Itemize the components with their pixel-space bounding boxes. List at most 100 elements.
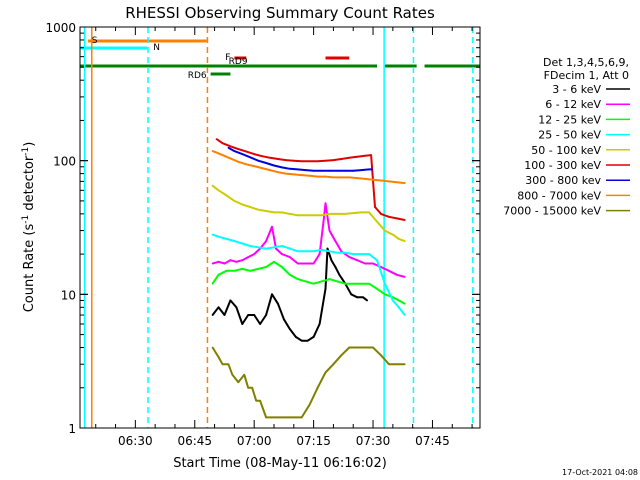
data-point-7000-15000-kev-4 bbox=[231, 373, 234, 376]
data-point-300-800-kev-12 bbox=[320, 169, 323, 172]
data-point-12-25-kev-14 bbox=[320, 280, 323, 283]
plot-frame bbox=[79, 26, 481, 429]
data-point-12-25-kev-25 bbox=[403, 302, 406, 305]
data-point-50-100-kev-2 bbox=[225, 194, 228, 197]
y-axis-label-end: ) bbox=[22, 142, 37, 147]
y-axis-label-sup1: -1 bbox=[21, 215, 31, 224]
data-point-50-100-kev-25 bbox=[403, 240, 406, 243]
data-point-100-300-kev-16 bbox=[340, 158, 343, 160]
data-point-25-50-kev-6 bbox=[257, 246, 260, 249]
data-point-7000-15000-kev-29 bbox=[403, 363, 406, 366]
data-point-800-7000-kev-23 bbox=[387, 180, 390, 183]
y-axis-label-mid: detector bbox=[22, 155, 37, 215]
y-tick-label-1: 1 bbox=[68, 422, 76, 436]
data-point-25-50-kev-0 bbox=[211, 233, 214, 236]
data-point-300-800-kev-15 bbox=[344, 169, 347, 172]
legend-label-100-300-kev: 100 - 300 keV bbox=[524, 159, 601, 172]
data-point-3-6-kev-11 bbox=[277, 302, 279, 305]
data-point-25-50-kev-1 bbox=[217, 235, 220, 238]
data-point-6-12-kev-7 bbox=[253, 253, 256, 255]
data-point-3-6-kev-6 bbox=[247, 314, 250, 316]
data-point-100-300-kev-17 bbox=[348, 156, 351, 159]
data-point-800-7000-kev-19 bbox=[356, 177, 359, 180]
data-point-800-7000-kev-17 bbox=[340, 176, 343, 179]
data-point-7000-15000-kev-10 bbox=[259, 399, 262, 402]
series-lines bbox=[211, 138, 406, 419]
flag-label-f: F bbox=[225, 53, 230, 63]
legend-label-6-12-kev: 6 - 12 keV bbox=[545, 98, 601, 111]
data-point-3-6-kev-8 bbox=[259, 323, 262, 325]
series-line-300-800-kev bbox=[227, 146, 373, 172]
data-point-6-12-kev-1 bbox=[217, 260, 220, 263]
data-point-12-25-kev-12 bbox=[304, 280, 307, 283]
data-point-12-25-kev-17 bbox=[344, 282, 347, 285]
data-point-800-7000-kev-11 bbox=[292, 173, 295, 176]
data-point-3-6-kev-12 bbox=[283, 318, 285, 321]
data-point-50-100-kev-13 bbox=[312, 214, 315, 217]
y-tick-label-100: 100 bbox=[53, 155, 76, 169]
data-point-50-100-kev-0 bbox=[211, 184, 214, 187]
data-point-6-12-kev-5 bbox=[241, 259, 244, 262]
x-tick-label-5: 07:45 bbox=[415, 434, 450, 448]
data-point-6-12-kev-19 bbox=[324, 202, 327, 205]
flag-label-rd9: RD9 bbox=[229, 57, 248, 67]
data-point-12-25-kev-2 bbox=[225, 269, 228, 272]
flag-label-s: S bbox=[92, 36, 98, 46]
data-point-300-800-kev-16 bbox=[352, 169, 355, 172]
data-point-12-25-kev-6 bbox=[257, 267, 260, 270]
data-point-6-12-kev-21 bbox=[334, 240, 337, 243]
data-point-12-25-kev-8 bbox=[273, 260, 275, 263]
data-point-25-50-kev-2 bbox=[225, 237, 228, 240]
data-point-100-300-kev-3 bbox=[237, 148, 240, 151]
data-point-25-50-kev-7 bbox=[265, 247, 267, 250]
data-point-300-800-kev-11 bbox=[312, 169, 315, 172]
data-point-800-7000-kev-1 bbox=[215, 151, 218, 154]
data-point-6-12-kev-23 bbox=[348, 256, 351, 258]
data-point-300-800-kev-7 bbox=[281, 166, 283, 169]
data-point-7000-15000-kev-22 bbox=[348, 346, 351, 349]
data-point-100-300-kev-25 bbox=[403, 219, 406, 221]
data-point-100-300-kev-1 bbox=[221, 142, 224, 145]
data-point-7000-15000-kev-21 bbox=[340, 354, 343, 357]
data-point-3-6-kev-5 bbox=[241, 323, 244, 325]
data-point-12-25-kev-24 bbox=[397, 299, 400, 302]
data-point-50-100-kev-9 bbox=[281, 211, 283, 214]
data-point-50-100-kev-11 bbox=[296, 214, 299, 217]
data-point-50-100-kev-18 bbox=[352, 212, 355, 215]
data-point-7000-15000-kev-9 bbox=[255, 399, 258, 402]
data-point-25-50-kev-13 bbox=[312, 250, 315, 253]
y-axis-label-main: Count Rate (s bbox=[22, 224, 37, 313]
data-point-800-7000-kev-12 bbox=[300, 174, 303, 176]
data-point-50-100-kev-19 bbox=[360, 211, 363, 214]
data-point-25-50-kev-22 bbox=[384, 282, 386, 285]
data-point-6-12-kev-20 bbox=[328, 229, 331, 232]
data-point-12-25-kev-16 bbox=[336, 280, 339, 283]
data-point-7000-15000-kev-17 bbox=[308, 403, 311, 406]
x-tick-label-4: 07:30 bbox=[356, 434, 391, 448]
data-point-3-6-kev-27 bbox=[362, 296, 365, 299]
data-point-800-7000-kev-22 bbox=[380, 179, 382, 182]
data-point-100-300-kev-0 bbox=[215, 138, 218, 140]
data-point-800-7000-kev-21 bbox=[372, 178, 374, 181]
data-point-3-6-kev-22 bbox=[334, 266, 337, 268]
data-point-300-800-kev-10 bbox=[304, 169, 307, 172]
data-point-50-100-kev-10 bbox=[288, 212, 291, 215]
data-point-12-25-kev-4 bbox=[241, 267, 244, 270]
data-point-300-800-kev-19 bbox=[371, 168, 374, 171]
data-point-50-100-kev-22 bbox=[384, 229, 386, 232]
data-point-300-800-kev-1 bbox=[233, 150, 236, 152]
data-point-300-800-kev-2 bbox=[241, 153, 244, 155]
data-point-6-12-kev-4 bbox=[235, 260, 238, 263]
data-point-50-100-kev-8 bbox=[273, 211, 275, 214]
data-point-100-300-kev-11 bbox=[300, 160, 303, 163]
legend-label-50-100-kev: 50 - 100 keV bbox=[531, 144, 601, 157]
data-point-3-6-kev-7 bbox=[253, 314, 256, 316]
data-point-50-100-kev-3 bbox=[233, 200, 236, 202]
data-point-25-50-kev-11 bbox=[296, 250, 299, 253]
data-point-800-7000-kev-6 bbox=[253, 165, 256, 168]
legend-label-12-25-kev: 12 - 25 keV bbox=[538, 113, 601, 126]
data-point-7000-15000-kev-11 bbox=[265, 416, 267, 419]
data-point-6-12-kev-0 bbox=[211, 262, 214, 265]
data-point-6-12-kev-26 bbox=[372, 262, 374, 265]
data-point-800-7000-kev-0 bbox=[211, 150, 214, 152]
